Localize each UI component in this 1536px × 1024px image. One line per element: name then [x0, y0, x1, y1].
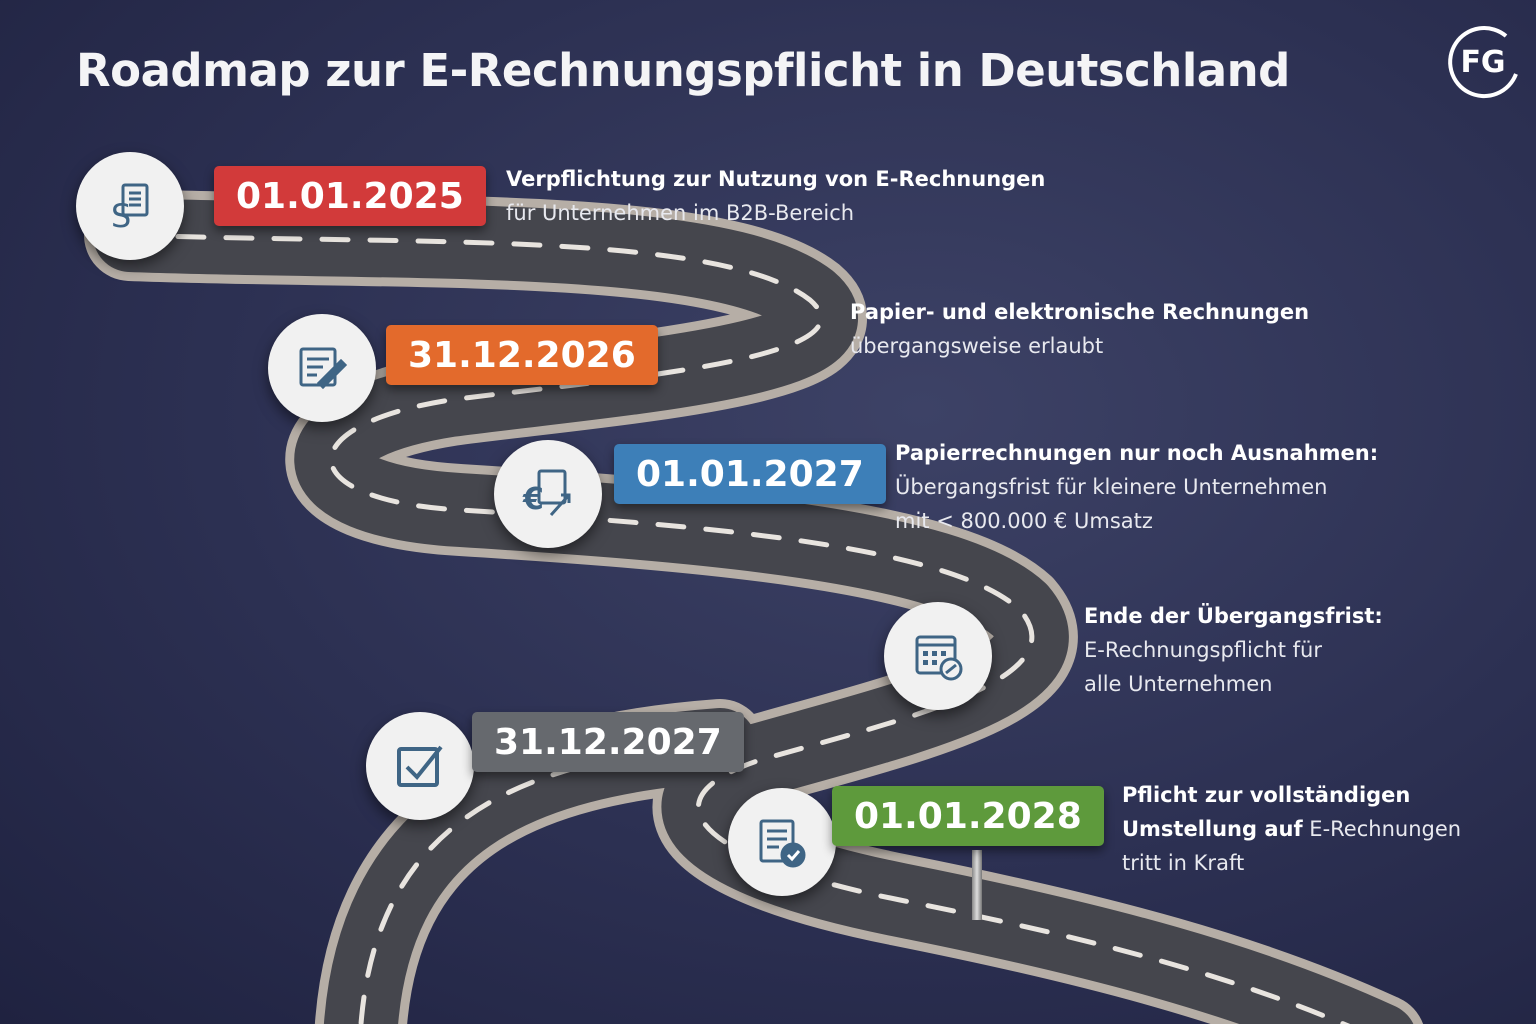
date-badge-2027: 01.01.2027 [614, 444, 886, 504]
sign-post [972, 850, 982, 920]
milestone-text: tritt in Kraft [1122, 851, 1245, 875]
date-badge-2025: 01.01.2025 [214, 166, 486, 226]
calendar-check-icon [884, 602, 992, 710]
milestone-text: alle Unternehmen [1084, 672, 1273, 696]
milestone-description-4: Ende der Übergangsfrist: E-Rechnungspfli… [1084, 599, 1383, 701]
milestone-text: Übergangsfrist für kleinere Unternehmen [895, 475, 1328, 499]
fg-logo: FG [1444, 22, 1522, 100]
milestone-description-2: Papier- und elektronische Rechnungen übe… [850, 295, 1309, 363]
svg-text:€: € [522, 482, 544, 517]
milestone-heading-2: Umstellung auf [1122, 817, 1303, 841]
date-badge-2028: 01.01.2028 [832, 786, 1104, 846]
clipboard-check-icon [728, 788, 836, 896]
milestone-heading: Verpflichtung zur Nutzung von E-Rechnung… [506, 167, 1046, 191]
milestone-text-2: E-Rechnungen [1302, 817, 1462, 841]
date-badge-2026: 31.12.2026 [386, 325, 658, 385]
milestone-heading: Papierrechnungen nur noch Ausnahmen: [895, 441, 1379, 465]
milestone-text: für Unternehmen im B2B-Bereich [506, 201, 855, 225]
euro-invoice-icon: € [494, 440, 602, 548]
milestone-heading: Papier- und elektronische Rechnungen [850, 300, 1310, 324]
svg-text:FG: FG [1460, 45, 1505, 80]
milestone-description-3: Papierrechnungen nur noch Ausnahmen: Übe… [895, 436, 1378, 538]
svg-text:S: S [111, 197, 131, 235]
milestone-description-6: Pflicht zur vollständigen Umstellung auf… [1122, 778, 1461, 880]
milestone-text: übergangsweise erlaubt [850, 334, 1104, 358]
document-paragraph-icon: S [76, 152, 184, 260]
milestone-heading: Pflicht zur vollständigen [1122, 783, 1411, 807]
milestone-heading: Ende der Übergangsfrist: [1084, 604, 1383, 628]
milestone-text: mit < 800.000 € Umsatz [895, 509, 1153, 533]
checkbox-icon [366, 712, 474, 820]
milestone-description-1: Verpflichtung zur Nutzung von E-Rechnung… [506, 162, 1045, 230]
milestone-text: E-Rechnungspflicht für [1084, 638, 1322, 662]
document-edit-icon [268, 314, 376, 422]
page-title: Roadmap zur E-Rechnungspflicht in Deutsc… [76, 44, 1290, 97]
date-badge-2027-end: 31.12.2027 [472, 712, 744, 772]
